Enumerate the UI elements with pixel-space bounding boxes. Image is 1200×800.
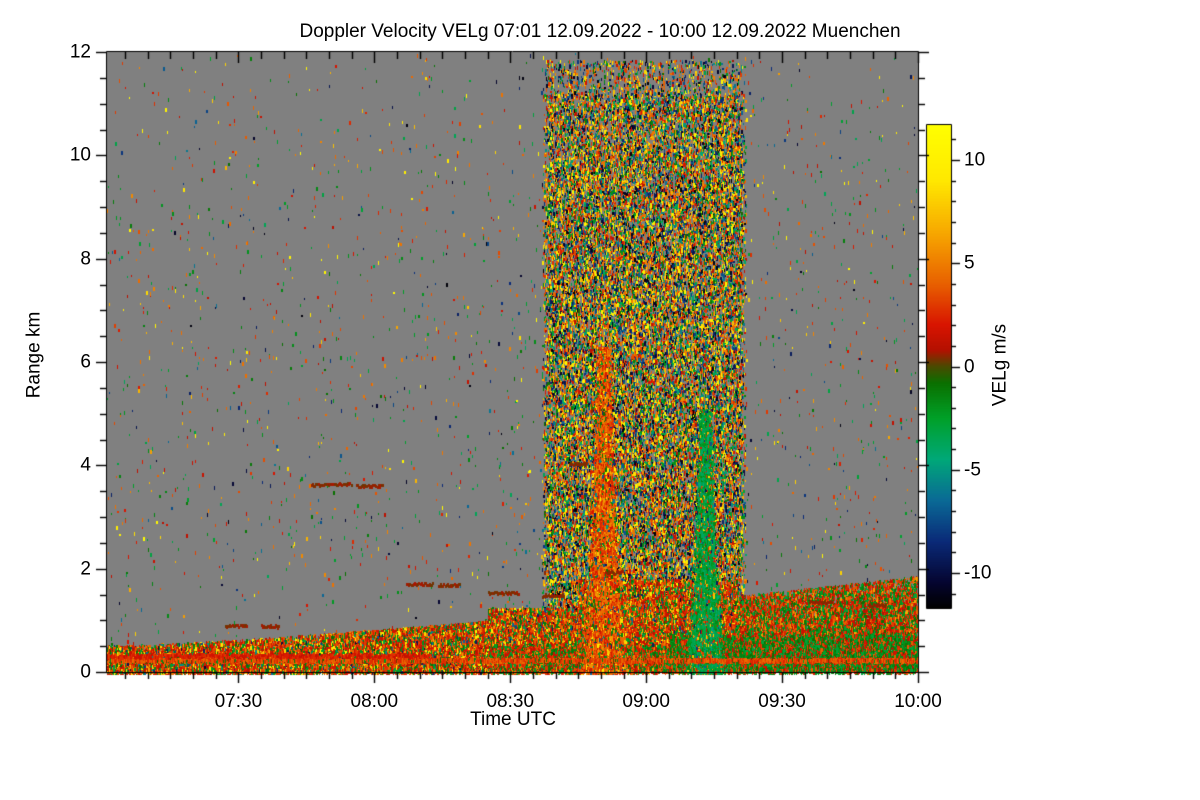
y-tick-label: 12 xyxy=(69,41,91,63)
x-tick-label: 10:00 xyxy=(894,691,942,712)
x-tick-label: 08:00 xyxy=(350,691,399,712)
colorbar-label: VELg m/s xyxy=(989,323,1011,407)
colorbar-tick-label: -5 xyxy=(964,459,981,481)
page-title: Doppler Velocity VELg 07:01 12.09.2022 -… xyxy=(299,21,901,42)
x-axis-label: Time UTC xyxy=(470,709,556,730)
x-tick-label: 07:30 xyxy=(214,691,263,712)
x-tick-label: 09:30 xyxy=(758,691,806,712)
colorbar-tick-label: 5 xyxy=(964,252,975,274)
y-tick-label: 6 xyxy=(80,351,91,373)
y-tick-label: 4 xyxy=(80,454,91,476)
x-tick-label: 08:30 xyxy=(486,691,535,712)
colorbar-tick-label: 10 xyxy=(964,149,986,171)
y-tick-label: 8 xyxy=(80,248,91,270)
x-tick-label: 09:00 xyxy=(622,691,670,712)
colorbar-tick-label: -10 xyxy=(964,562,992,584)
colorbar-tick-label: 0 xyxy=(964,356,975,377)
y-tick-label: 10 xyxy=(69,144,91,166)
y-tick-label: 0 xyxy=(80,661,91,683)
y-tick-label: 2 xyxy=(80,558,91,580)
